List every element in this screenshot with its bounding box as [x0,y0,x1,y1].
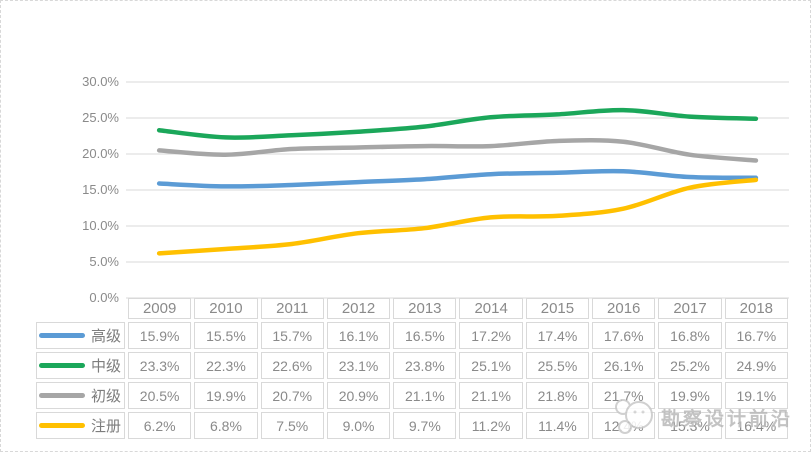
table-value-cell: 16.4% [724,412,788,439]
table-value-cell: 15.3% [658,412,722,439]
table-value-cell: 15.9% [128,322,192,349]
table-value-cell: 7.5% [260,412,324,439]
table-value-cell: 20.5% [128,382,192,409]
legend-swatch [39,363,85,368]
legend-label: 初级 [90,388,121,405]
table-value-cell: 9.7% [393,412,457,439]
table-value-cell: 23.1% [326,352,391,379]
table-value-cell: 15.7% [260,322,324,349]
table-value-cell: 22.3% [194,352,258,379]
table-value-cell: 16.1% [326,322,391,349]
y-axis-tick-label: 25.0% [82,110,119,125]
series-line [156,168,759,189]
table-value-cell: 16.8% [658,322,722,349]
year-column-header: 2014 [459,298,523,319]
series-line [156,107,759,140]
legend-cell: 注册 [36,412,125,439]
table-value-cell: 9.0% [326,412,391,439]
year-column-header: 2017 [658,298,722,319]
year-column-header: 2016 [592,298,656,319]
table-value-cell: 23.8% [393,352,457,379]
table-corner-cell [36,298,125,319]
table-value-cell: 20.7% [260,382,324,409]
legend-swatch [39,423,85,428]
year-column-header: 2018 [724,298,788,319]
year-column-header: 2015 [525,298,590,319]
table-value-cell: 26.1% [592,352,656,379]
legend-label: 中级 [90,358,121,375]
table-value-cell: 21.8% [525,382,590,409]
legend-cell: 高级 [36,322,125,349]
table-value-cell: 21.7% [592,382,656,409]
table-value-cell: 16.5% [393,322,457,349]
year-column-header: 2010 [194,298,258,319]
table-value-cell: 17.4% [525,322,590,349]
table-value-cell: 20.9% [326,382,391,409]
y-axis-tick-label: 0.0% [89,290,119,305]
table-value-cell: 11.2% [459,412,523,439]
table-value-cell: 21.1% [459,382,523,409]
table-value-cell: 17.2% [459,322,523,349]
table-value-cell: 15.5% [194,322,258,349]
chart-data-table: 2009 2010 2011 2012 2013 2014 2015 2016 2017 2018… [33,295,791,442]
table-row: 中级 23.3% 22.3% 22.6% 23.1% 23.8% 25.1% 25.5% 26.… [36,352,788,379]
series-line [156,177,759,256]
table-value-cell: 25.5% [525,352,590,379]
y-axis-tick-label: 15.0% [82,182,119,197]
table-value-cell: 23.3% [128,352,192,379]
legend-label: 注册 [90,418,121,435]
legend-swatch [39,393,85,398]
table-row: 注册 6.2% 6.8% 7.5% 9.0% 9.7% 11.2% 11.4% 12.4% 15.… [36,412,788,439]
year-column-header: 2011 [260,298,324,319]
table-value-cell: 25.2% [658,352,722,379]
table-row: 高级 15.9% 15.5% 15.7% 16.1% 16.5% 17.2% 17.4% 17.… [36,322,788,349]
table-value-cell: 19.9% [194,382,258,409]
y-axis-tick-label: 10.0% [82,218,119,233]
table-value-cell: 16.7% [724,322,788,349]
table-row: 初级 20.5% 19.9% 20.7% 20.9% 21.1% 21.1% 21.8% 21.… [36,382,788,409]
table-value-cell: 6.8% [194,412,258,439]
table-value-cell: 19.1% [724,382,788,409]
year-column-header: 2012 [326,298,391,319]
table-value-cell: 6.2% [128,412,192,439]
series-line [156,138,759,163]
table-value-cell: 25.1% [459,352,523,379]
year-column-header: 2013 [393,298,457,319]
table-value-cell: 24.9% [724,352,788,379]
legend-cell: 初级 [36,382,125,409]
y-axis-tick-label: 5.0% [89,254,119,269]
table-value-cell: 19.9% [658,382,722,409]
table-value-cell: 21.1% [393,382,457,409]
legend-cell: 中级 [36,352,125,379]
year-column-header: 2009 [128,298,192,319]
legend-swatch [39,333,85,338]
table-value-cell: 12.4% [592,412,656,439]
table-value-cell: 11.4% [525,412,590,439]
table-value-cell: 17.6% [592,322,656,349]
table-value-cell: 22.6% [260,352,324,379]
legend-label: 高级 [90,328,121,345]
y-axis-tick-label: 20.0% [82,146,119,161]
y-axis-tick-label: 30.0% [82,74,119,89]
